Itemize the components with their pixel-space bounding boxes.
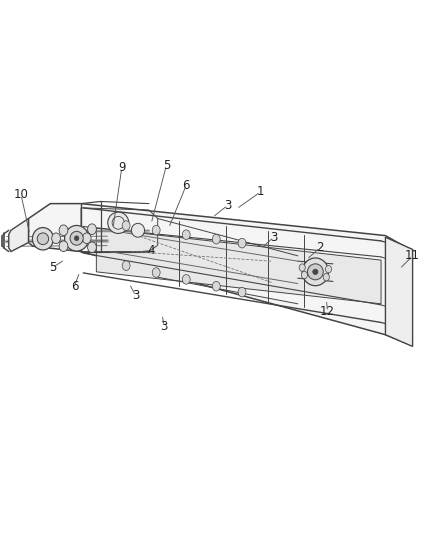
Text: 12: 12 — [320, 305, 335, 318]
Text: 2: 2 — [316, 241, 324, 254]
Ellipse shape — [74, 236, 79, 241]
Polygon shape — [9, 219, 28, 252]
Text: 6: 6 — [71, 280, 78, 293]
Circle shape — [238, 287, 246, 297]
Circle shape — [182, 230, 190, 239]
Text: 3: 3 — [270, 231, 277, 244]
Polygon shape — [96, 228, 381, 304]
Text: 6: 6 — [182, 179, 190, 192]
Circle shape — [238, 238, 246, 248]
Text: 9: 9 — [118, 161, 126, 174]
Circle shape — [122, 221, 130, 230]
Ellipse shape — [302, 258, 328, 286]
Ellipse shape — [131, 223, 145, 237]
Ellipse shape — [313, 269, 318, 274]
Circle shape — [152, 268, 160, 277]
Circle shape — [212, 281, 220, 291]
Circle shape — [52, 233, 60, 244]
Text: 3: 3 — [224, 199, 231, 212]
Circle shape — [325, 265, 332, 273]
Ellipse shape — [37, 233, 49, 245]
Text: 5: 5 — [163, 159, 170, 172]
Circle shape — [88, 224, 96, 235]
Text: 11: 11 — [405, 249, 420, 262]
Ellipse shape — [32, 228, 53, 250]
Ellipse shape — [70, 231, 83, 245]
Text: 1: 1 — [257, 185, 265, 198]
Circle shape — [59, 225, 68, 236]
Circle shape — [88, 242, 96, 253]
Polygon shape — [385, 237, 413, 346]
Polygon shape — [28, 204, 412, 345]
Circle shape — [299, 264, 305, 271]
Text: 10: 10 — [14, 188, 28, 201]
Circle shape — [182, 274, 190, 284]
Circle shape — [301, 271, 307, 279]
Text: 3: 3 — [132, 289, 139, 302]
Circle shape — [152, 225, 160, 235]
Text: 5: 5 — [49, 261, 56, 274]
Text: 4: 4 — [147, 244, 155, 257]
Ellipse shape — [108, 212, 129, 233]
Circle shape — [122, 261, 130, 270]
Ellipse shape — [64, 225, 88, 251]
Circle shape — [59, 241, 68, 252]
Circle shape — [82, 233, 91, 244]
Circle shape — [212, 235, 220, 244]
Ellipse shape — [307, 264, 323, 280]
Text: 3: 3 — [161, 320, 168, 333]
Circle shape — [323, 273, 329, 281]
